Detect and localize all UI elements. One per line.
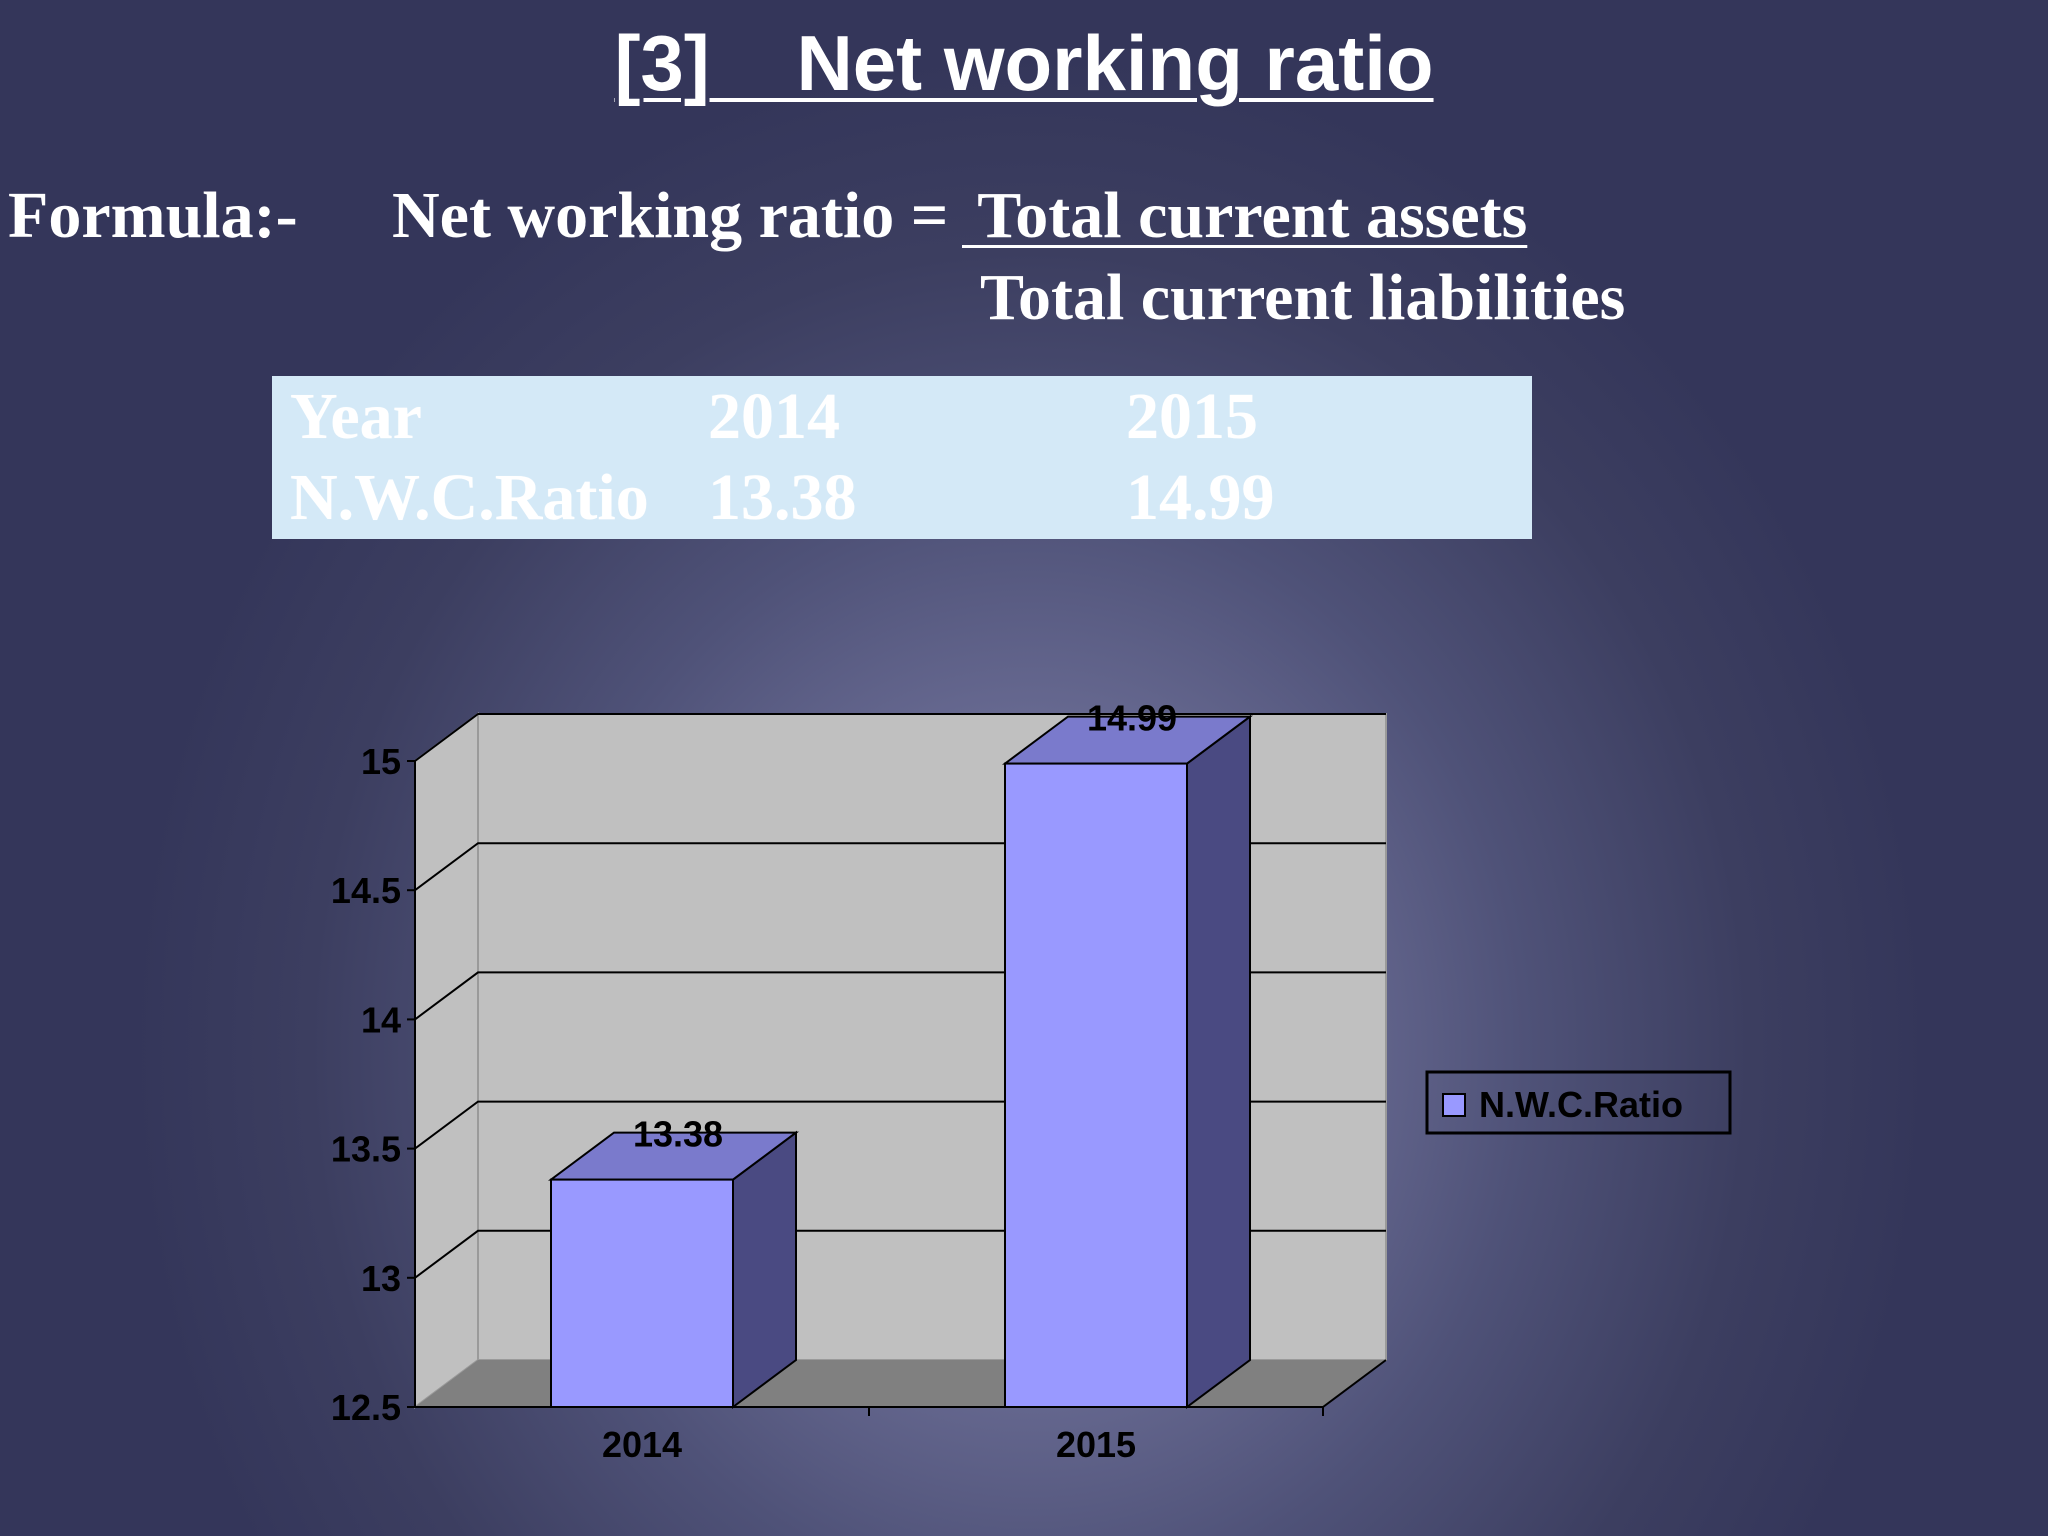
slide-title: [3] Net working ratio — [614, 19, 1434, 107]
table-cell: Year — [290, 379, 422, 453]
data-label: 13.38 — [633, 1114, 723, 1155]
bar-side — [1186, 714, 1251, 1409]
y-tick-label: 12.5 — [331, 1387, 401, 1428]
x-tick-label: 2014 — [602, 1424, 682, 1465]
table-cell: 13.38 — [708, 461, 857, 535]
y-tick-label: 13.5 — [331, 1129, 401, 1170]
formula-numerator: Total current assets — [962, 179, 1528, 252]
x-tick-label: 2015 — [1056, 1424, 1136, 1465]
table-row: N.W.C.Ratio 13.38 14.99 — [272, 458, 1532, 540]
table-cell: N.W.C.Ratio — [290, 461, 649, 535]
bar — [1004, 762, 1188, 1408]
gridline — [414, 713, 1386, 762]
ratio-table: Year 2014 2015 N.W.C.Ratio 13.38 14.99 — [272, 376, 1532, 539]
table-cell: 2014 — [708, 379, 840, 453]
formula-denominator: Total current liabilities — [980, 261, 1626, 334]
formula-lhs: Net working ratio = — [392, 179, 949, 252]
chart-side-wall — [414, 712, 479, 1409]
formula-label: Formula:- — [8, 179, 298, 252]
bar — [550, 1178, 734, 1409]
floor-edge — [1322, 1359, 1387, 1408]
legend-label: N.W.C.Ratio — [1479, 1084, 1683, 1125]
table-cell: 2015 — [1126, 379, 1258, 453]
y-tick-label: 14.5 — [331, 870, 401, 911]
y-tick-label: 14 — [361, 999, 401, 1040]
table-cell: 14.99 — [1126, 461, 1275, 535]
y-tick-label: 15 — [361, 741, 401, 782]
legend-swatch — [1442, 1093, 1466, 1117]
data-label: 14.99 — [1087, 698, 1177, 739]
y-tick-label: 13 — [361, 1258, 401, 1299]
legend-box — [1425, 1070, 1732, 1135]
table-row: Year 2014 2015 — [272, 376, 1532, 458]
